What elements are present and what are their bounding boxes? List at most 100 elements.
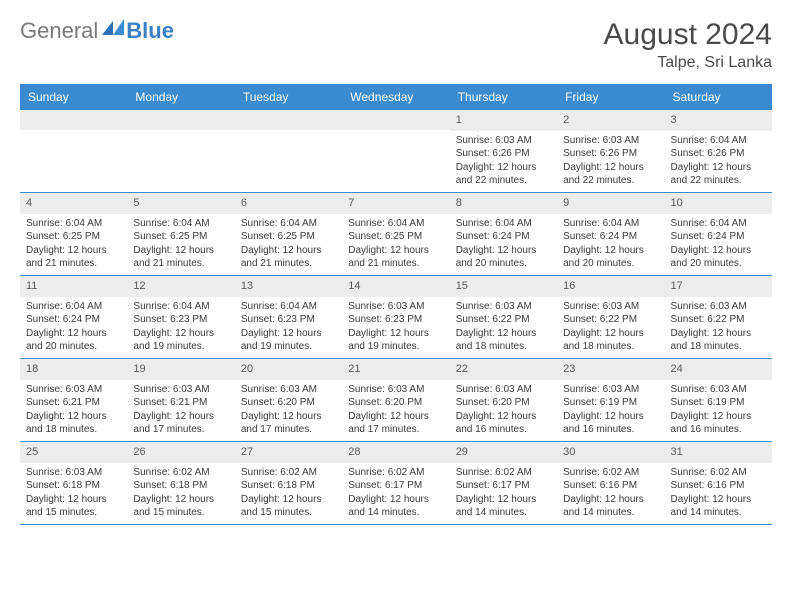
- day-cell: 23Sunrise: 6:03 AMSunset: 6:19 PMDayligh…: [557, 359, 664, 441]
- day-cell: 14Sunrise: 6:03 AMSunset: 6:23 PMDayligh…: [342, 276, 449, 358]
- sunset-text: Sunset: 6:22 PM: [563, 313, 658, 327]
- daylight-text: Daylight: 12 hours and 18 minutes.: [456, 327, 551, 354]
- day-cell: 4Sunrise: 6:04 AMSunset: 6:25 PMDaylight…: [20, 193, 127, 275]
- sunrise-text: Sunrise: 6:04 AM: [241, 217, 336, 231]
- day-cell: [342, 110, 449, 192]
- daylight-text: Daylight: 12 hours and 17 minutes.: [133, 410, 228, 437]
- day-number: 23: [557, 359, 664, 380]
- sunrise-text: Sunrise: 6:03 AM: [563, 134, 658, 148]
- daylight-text: Daylight: 12 hours and 22 minutes.: [456, 161, 551, 188]
- day-cell: 5Sunrise: 6:04 AMSunset: 6:25 PMDaylight…: [127, 193, 234, 275]
- day-number: 1: [450, 110, 557, 131]
- day-number: 31: [665, 442, 772, 463]
- sunset-text: Sunset: 6:23 PM: [348, 313, 443, 327]
- day-number: 28: [342, 442, 449, 463]
- sunset-text: Sunset: 6:26 PM: [671, 147, 766, 161]
- daylight-text: Daylight: 12 hours and 20 minutes.: [26, 327, 121, 354]
- day-number: 17: [665, 276, 772, 297]
- sunset-text: Sunset: 6:26 PM: [563, 147, 658, 161]
- day-number: 5: [127, 193, 234, 214]
- day-number: 11: [20, 276, 127, 297]
- day-cell: 21Sunrise: 6:03 AMSunset: 6:20 PMDayligh…: [342, 359, 449, 441]
- sunset-text: Sunset: 6:17 PM: [456, 479, 551, 493]
- sunrise-text: Sunrise: 6:04 AM: [241, 300, 336, 314]
- day-number: 4: [20, 193, 127, 214]
- day-cell: 18 Sunrise: 6:03 AMSunset: 6:21 PMDayligh…: [20, 359, 127, 441]
- day-cell: 8Sunrise: 6:04 AMSunset: 6:24 PMDaylight…: [450, 193, 557, 275]
- day-cell: [235, 110, 342, 192]
- sunrise-text: Sunrise: 6:03 AM: [133, 383, 228, 397]
- day-number: 16: [557, 276, 664, 297]
- week-row: 11Sunrise: 6:04 AMSunset: 6:24 PMDayligh…: [20, 276, 772, 359]
- day-number: [235, 110, 342, 130]
- sunset-text: Sunset: 6:25 PM: [133, 230, 228, 244]
- day-cell: 9Sunrise: 6:04 AMSunset: 6:24 PMDaylight…: [557, 193, 664, 275]
- week-row: 1Sunrise: 6:03 AMSunset: 6:26 PMDaylight…: [20, 110, 772, 193]
- brand-logo: General Blue: [20, 18, 174, 44]
- day-number: 8: [450, 193, 557, 214]
- sunset-text: Sunset: 6:16 PM: [671, 479, 766, 493]
- day-cell: 25Sunrise: 6:03 AMSunset: 6:18 PMDayligh…: [20, 442, 127, 524]
- daylight-text: Daylight: 12 hours and 14 minutes.: [671, 493, 766, 520]
- sunrise-text: Sunrise: 6:04 AM: [671, 134, 766, 148]
- daylight-text: Daylight: 12 hours and 15 minutes.: [26, 493, 121, 520]
- sunrise-text: Sunrise: 6:03 AM: [671, 383, 766, 397]
- day-number: [20, 110, 127, 130]
- daylight-text: Daylight: 12 hours and 20 minutes.: [456, 244, 551, 271]
- brand-part2: Blue: [126, 18, 174, 44]
- day-number: 22: [450, 359, 557, 380]
- daylight-text: Daylight: 12 hours and 21 minutes.: [26, 244, 121, 271]
- sunset-text: Sunset: 6:25 PM: [241, 230, 336, 244]
- weekday-header: Sunday: [20, 84, 127, 110]
- sunrise-text: Sunrise: 6:03 AM: [348, 300, 443, 314]
- daylight-text: Daylight: 12 hours and 20 minutes.: [563, 244, 658, 271]
- day-cell: 1Sunrise: 6:03 AMSunset: 6:26 PMDaylight…: [450, 110, 557, 192]
- sunrise-text: Sunrise: 6:02 AM: [241, 466, 336, 480]
- day-number: 3: [665, 110, 772, 131]
- sunrise-text: Sunrise: 6:03 AM: [563, 300, 658, 314]
- sunrise-text: Sunrise: 6:03 AM: [26, 383, 121, 397]
- week-row: 18Sunrise: 6:03 AMSunset: 6:21 PMDayligh…: [20, 359, 772, 442]
- day-cell: 11Sunrise: 6:04 AMSunset: 6:24 PMDayligh…: [20, 276, 127, 358]
- sunrise-text: Sunrise: 6:03 AM: [241, 383, 336, 397]
- title-block: August 2024 Talpe, Sri Lanka: [604, 18, 772, 72]
- sunset-text: Sunset: 6:22 PM: [671, 313, 766, 327]
- day-cell: [127, 110, 234, 192]
- sunset-text: Sunset: 6:23 PM: [241, 313, 336, 327]
- sunset-text: Sunset: 6:25 PM: [348, 230, 443, 244]
- day-number: 25: [20, 442, 127, 463]
- daylight-text: Daylight: 12 hours and 18 minutes.: [26, 410, 121, 437]
- day-number: [127, 110, 234, 130]
- day-number: 14: [342, 276, 449, 297]
- daylight-text: Daylight: 12 hours and 17 minutes.: [348, 410, 443, 437]
- sunset-text: Sunset: 6:24 PM: [671, 230, 766, 244]
- sunset-text: Sunset: 6:18 PM: [26, 479, 121, 493]
- sunset-text: Sunset: 6:18 PM: [133, 479, 228, 493]
- sunrise-text: Sunrise: 6:03 AM: [563, 383, 658, 397]
- daylight-text: Daylight: 12 hours and 20 minutes.: [671, 244, 766, 271]
- day-cell: 28Sunrise: 6:02 AMSunset: 6:17 PMDayligh…: [342, 442, 449, 524]
- sunrise-text: Sunrise: 6:03 AM: [348, 383, 443, 397]
- day-number: 20: [235, 359, 342, 380]
- daylight-text: Daylight: 12 hours and 22 minutes.: [671, 161, 766, 188]
- sunset-text: Sunset: 6:19 PM: [671, 396, 766, 410]
- calendar-grid: Sunday Monday Tuesday Wednesday Thursday…: [20, 84, 772, 525]
- weekday-header-row: Sunday Monday Tuesday Wednesday Thursday…: [20, 84, 772, 110]
- day-number: [342, 110, 449, 130]
- day-number: 13: [235, 276, 342, 297]
- weekday-header: Thursday: [450, 84, 557, 110]
- week-row: 4Sunrise: 6:04 AMSunset: 6:25 PMDaylight…: [20, 193, 772, 276]
- day-cell: 6Sunrise: 6:04 AMSunset: 6:25 PMDaylight…: [235, 193, 342, 275]
- day-number: 15: [450, 276, 557, 297]
- sunset-text: Sunset: 6:21 PM: [133, 396, 228, 410]
- day-cell: [20, 110, 127, 192]
- sunset-text: Sunset: 6:26 PM: [456, 147, 551, 161]
- brand-part1: General: [20, 18, 98, 44]
- day-number: 6: [235, 193, 342, 214]
- day-number: 18: [20, 359, 127, 380]
- sunset-text: Sunset: 6:21 PM: [26, 396, 121, 410]
- daylight-text: Daylight: 12 hours and 14 minutes.: [348, 493, 443, 520]
- day-number: 21: [342, 359, 449, 380]
- day-number: 9: [557, 193, 664, 214]
- day-cell: 20Sunrise: 6:03 AMSunset: 6:20 PMDayligh…: [235, 359, 342, 441]
